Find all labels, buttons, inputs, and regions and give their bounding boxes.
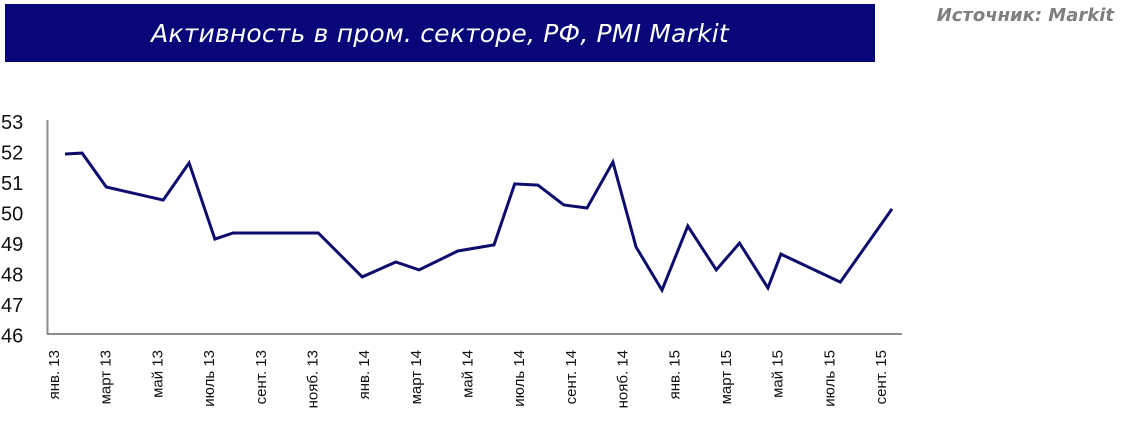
y-tick-label: 50 <box>1 204 23 226</box>
x-axis: янв. 13 март 13 май 13 июль 13 сент. 13 нояб.… <box>46 333 902 408</box>
y-tick-label: 47 <box>1 295 23 317</box>
pmi-series-line <box>64 151 894 294</box>
x-tick-label: март 15 <box>718 350 735 404</box>
x-tick-label: июль 13 <box>201 350 218 407</box>
y-axis: 46 47 48 49 50 51 52 53 <box>1 112 49 348</box>
x-tick-label: янв. 13 <box>46 350 63 399</box>
x-tick-label: май 14 <box>460 350 477 398</box>
x-tick-label: июль 14 <box>511 350 528 407</box>
x-tick-label: март 13 <box>98 350 115 404</box>
x-tick-label: май 15 <box>770 350 787 398</box>
x-tick-label: май 13 <box>149 350 166 398</box>
x-tick-label: янв. 14 <box>356 350 373 399</box>
y-tick-label: 52 <box>1 143 23 165</box>
source-label: Источник: Markit <box>936 5 1114 26</box>
y-tick-label: 48 <box>1 265 23 287</box>
chart-title: Активность в пром. секторе, РФ, PMI Mark… <box>151 18 729 48</box>
x-tick-label: нояб. 13 <box>304 350 321 408</box>
y-tick-label: 46 <box>1 326 23 348</box>
x-tick-label: март 14 <box>408 350 425 404</box>
x-tick-label: сент. 14 <box>563 350 580 404</box>
x-tick-label: янв. 15 <box>666 350 683 399</box>
chart-title-banner: Активность в пром. секторе, РФ, PMI Mark… <box>5 4 875 62</box>
x-tick-label: сент. 15 <box>873 350 890 404</box>
x-tick-label: июль 15 <box>821 350 838 407</box>
y-tick-label: 51 <box>1 173 23 195</box>
x-tick-label: сент. 13 <box>253 350 270 404</box>
y-tick-label: 53 <box>1 112 23 134</box>
y-tick-label: 49 <box>1 234 23 256</box>
x-tick-label: нояб. 14 <box>615 350 632 408</box>
